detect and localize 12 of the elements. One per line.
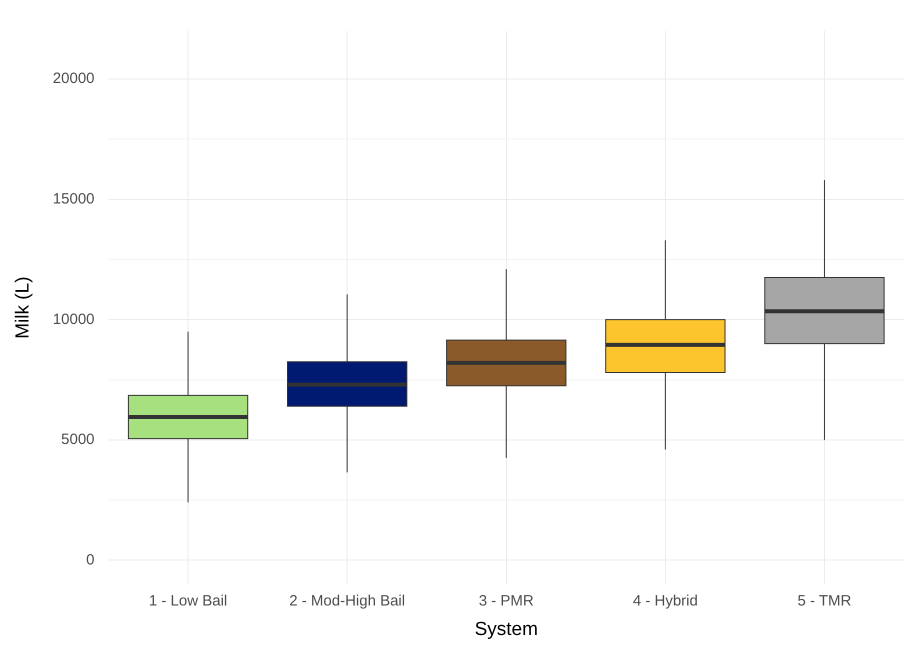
x-axis-title: System <box>474 618 538 640</box>
y-tick-label: 0 <box>86 551 95 568</box>
y-tick-label: 5000 <box>61 431 95 448</box>
x-tick-label: 4 - Hybrid <box>632 592 698 610</box>
y-tick-label: 15000 <box>52 190 95 208</box>
x-tick-label: 2 - Mod-High Bail <box>289 592 406 610</box>
x-tick-label: 1 - Low Bail <box>148 592 228 610</box>
x-tick-label: 3 - PMR <box>478 592 534 610</box>
x-tick-label: 5 - TMR <box>798 592 852 610</box>
y-tick-label: 20000 <box>52 70 95 88</box>
y-axis-title: Milk (L) <box>12 276 34 339</box>
y-tick-label: 10000 <box>52 310 95 328</box>
